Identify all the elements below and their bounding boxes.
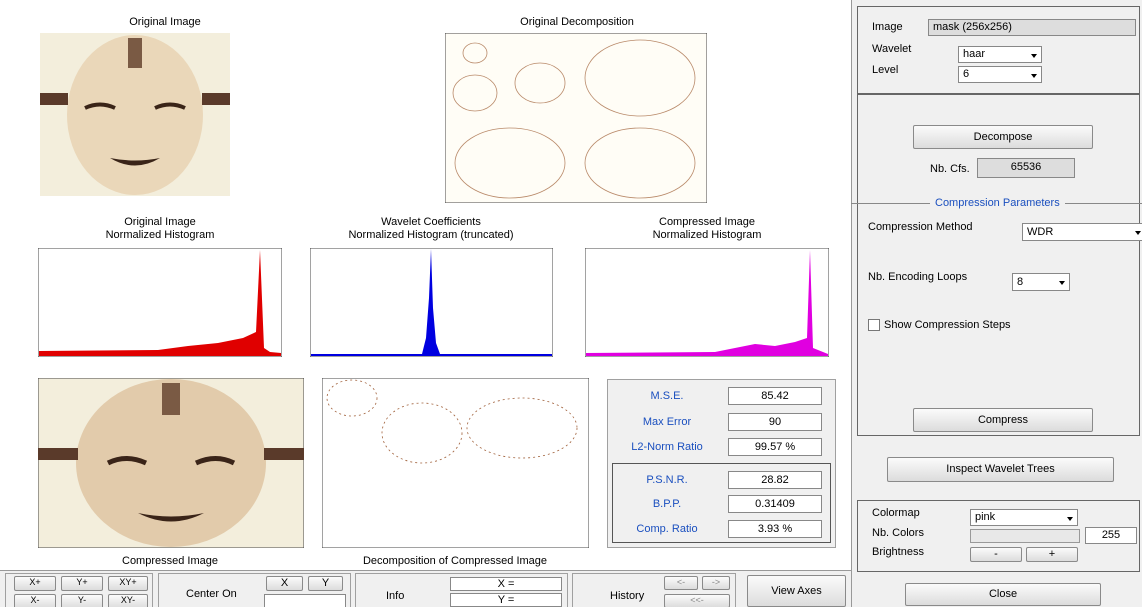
stat-label: Max Error (642, 416, 692, 428)
history-button[interactable]: <<- (664, 594, 730, 607)
level-label: Level (872, 64, 899, 76)
original-image (40, 33, 230, 196)
histogram-subtitle: Normalized Histogram (652, 229, 762, 241)
loops-dropdown[interactable]: 8 (1012, 273, 1070, 291)
image-frame (857, 6, 1140, 94)
level-dropdown[interactable]: 6 (958, 66, 1042, 83)
histogram-original (38, 248, 282, 357)
stat-value: 85.42 (728, 387, 822, 405)
histogram-subtitle: Normalized Histogram (105, 229, 215, 241)
display-frame (857, 500, 1140, 572)
brightness-minus[interactable]: - (970, 547, 1022, 562)
zoom-button[interactable]: XY+ (108, 576, 148, 591)
zoom-button[interactable]: X+ (14, 576, 56, 591)
zoom-button[interactable]: Y+ (61, 576, 103, 591)
zoom-frame (5, 573, 153, 607)
stat-label: Comp. Ratio (636, 523, 698, 535)
nb-cfs-value: 65536 (977, 158, 1075, 178)
info-label: Info (386, 590, 405, 602)
center-label: Center On (186, 588, 237, 600)
histogram-title: Wavelet Coefficients (381, 216, 481, 228)
history-label: History (610, 590, 645, 602)
nb-cfs-label: Nb. Cfs. (930, 163, 970, 175)
zoom-button[interactable]: XY- (108, 594, 148, 607)
close-button[interactable]: Close (905, 583, 1101, 606)
stat-value: 28.82 (728, 471, 822, 489)
show-steps-label: Show Compression Steps (884, 319, 1011, 331)
nb-colors-value[interactable]: 255 (1085, 527, 1137, 544)
center-frame (158, 573, 351, 607)
compress-button[interactable]: Compress (913, 408, 1093, 432)
stats-subpanel (612, 463, 831, 543)
center-y-button[interactable]: Y (308, 576, 343, 591)
wavelet-dropdown[interactable]: haar (958, 46, 1042, 63)
zoom-button[interactable]: X- (14, 594, 56, 607)
decompose-button[interactable]: Decompose (913, 125, 1093, 149)
histogram-title: Original Image (124, 216, 196, 228)
inspect-button[interactable]: Inspect Wavelet Trees (887, 457, 1114, 482)
compression-frame (857, 94, 1140, 436)
stat-label: M.S.E. (650, 390, 684, 402)
compressed-image (38, 378, 304, 548)
panel-title: Decomposition of Compressed Image (362, 555, 548, 567)
stat-value: 0.31409 (728, 495, 822, 513)
info-frame (355, 573, 568, 607)
histogram-wavelet (310, 248, 553, 357)
stat-value: 3.93 % (728, 520, 822, 538)
wavelet-label: Wavelet (872, 43, 912, 55)
history-button[interactable]: <- (664, 576, 698, 590)
brightness-label: Brightness (872, 546, 924, 558)
zoom-button[interactable]: Y- (61, 594, 103, 607)
method-label: Compression Method (868, 221, 973, 233)
loops-label: Nb. Encoding Loops (868, 271, 968, 283)
panel-title: Compressed Image (122, 555, 218, 567)
panel-title: Original Image (129, 16, 201, 28)
stat-label: P.S.N.R. (646, 474, 688, 486)
show-steps-checkbox[interactable] (868, 319, 880, 331)
info-x: X = (450, 577, 562, 591)
nb-colors-label: Nb. Colors (872, 527, 924, 539)
stat-label: B.P.P. (652, 498, 682, 510)
colormap-dropdown[interactable]: pink (970, 509, 1078, 526)
histogram-subtitle: Normalized Histogram (truncated) (348, 229, 514, 241)
panel-title: Original Decomposition (520, 16, 634, 28)
history-button[interactable]: -> (702, 576, 730, 590)
histogram-compressed (585, 248, 829, 357)
stat-label: L2-Norm Ratio (631, 441, 703, 453)
brightness-plus[interactable]: + (1026, 547, 1078, 562)
histogram-title: Compressed Image (659, 216, 755, 228)
center-x-button[interactable]: X (266, 576, 303, 591)
center-input[interactable] (264, 594, 346, 607)
info-y: Y = (450, 593, 562, 607)
image-value: mask (256x256) (928, 19, 1136, 36)
view-axes-button[interactable]: View Axes (747, 575, 846, 607)
method-dropdown[interactable]: WDR (1022, 223, 1142, 241)
colormap-label: Colormap (872, 507, 920, 519)
nb-colors-slider[interactable] (970, 529, 1080, 543)
control-panel (851, 0, 1142, 607)
stat-value: 90 (728, 413, 822, 431)
compressed-decomposition (322, 378, 589, 548)
image-label: Image (872, 21, 903, 33)
history-frame (572, 573, 736, 607)
stat-value: 99.57 % (728, 438, 822, 456)
original-decomposition (445, 33, 707, 203)
compression-title: Compression Parameters (930, 197, 1065, 209)
